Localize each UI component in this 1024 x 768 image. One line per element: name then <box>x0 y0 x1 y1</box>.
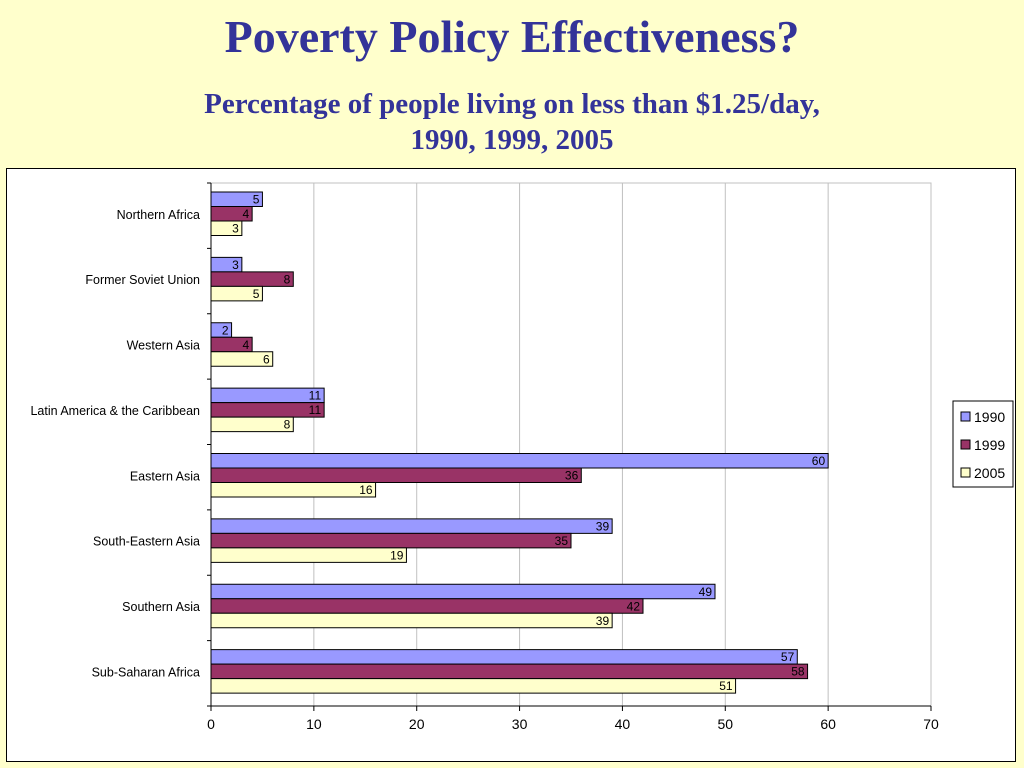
bar-southern-asia-2005 <box>210 612 613 629</box>
data-label-eastern-asia-1990: 60 <box>812 454 826 468</box>
legend-label-2005: 2005 <box>974 465 1005 481</box>
bar-southern-asia-1990 <box>210 583 716 600</box>
subtitle-line-1: Percentage of people living on less than… <box>204 88 820 120</box>
data-label-southern-asia-2005: 39 <box>596 614 610 628</box>
legend-label-1990: 1990 <box>974 409 1005 425</box>
bar-eastern-asia-2005 <box>210 482 377 498</box>
bar-southern-asia-1999 <box>210 598 644 614</box>
data-label-former-soviet-union-1999: 8 <box>284 272 291 286</box>
legend-swatch-2005 <box>960 467 971 478</box>
bar-sub-saharan-africa-2005 <box>210 678 737 694</box>
subtitle-line-2: 1990, 1999, 2005 <box>410 124 614 156</box>
bar-former-soviet-union-1999 <box>210 271 294 287</box>
data-label-northern-africa-1990: 5 <box>253 193 260 207</box>
x-tick-label-0: 0 <box>207 716 215 732</box>
bar-latin-america-the-caribbean-1990 <box>210 387 325 404</box>
bar-northern-africa-2005 <box>210 220 243 236</box>
data-label-western-asia-2005: 6 <box>263 352 270 366</box>
category-label-southern-asia: Southern Asia <box>122 600 200 614</box>
bar-former-soviet-union-2005 <box>210 285 263 302</box>
data-label-latin-america-the-caribbean-1999: 11 <box>309 403 322 417</box>
data-label-former-soviet-union-2005: 5 <box>253 287 260 301</box>
bar-latin-america-the-caribbean-1999 <box>210 402 325 418</box>
data-label-northern-africa-2005: 3 <box>232 222 239 236</box>
data-label-western-asia-1990: 2 <box>222 323 229 337</box>
bar-eastern-asia-1990 <box>210 453 829 469</box>
category-label-sub-saharan-africa: Sub-Saharan Africa <box>92 665 200 679</box>
bar-latin-america-the-caribbean-2005 <box>210 416 294 433</box>
x-tick-label-60: 60 <box>820 716 836 732</box>
data-label-western-asia-1999: 4 <box>242 338 249 352</box>
x-tick-label-30: 30 <box>512 716 528 732</box>
data-label-eastern-asia-2005: 16 <box>359 483 373 497</box>
data-label-former-soviet-union-1990: 3 <box>232 258 239 272</box>
data-label-south-eastern-asia-1999: 35 <box>555 534 569 548</box>
bar-south-eastern-asia-1990 <box>210 518 613 534</box>
category-label-latin-america-the-caribbean: Latin America & the Caribbean <box>30 404 200 418</box>
x-tick-label-40: 40 <box>615 716 631 732</box>
bar-sub-saharan-africa-1990 <box>210 649 798 665</box>
data-label-eastern-asia-1999: 36 <box>565 469 579 483</box>
x-tick-label-20: 20 <box>409 716 425 732</box>
legend-swatch-1999 <box>960 439 971 450</box>
category-label-western-asia: Western Asia <box>127 339 200 353</box>
data-label-south-eastern-asia-2005: 19 <box>390 548 404 562</box>
data-label-south-eastern-asia-1990: 39 <box>596 519 610 533</box>
legend-label-1999: 1999 <box>974 437 1005 453</box>
category-label-eastern-asia: Eastern Asia <box>130 469 200 483</box>
bar-sub-saharan-africa-1999 <box>210 663 809 680</box>
category-label-south-eastern-asia: South-Eastern Asia <box>93 535 200 549</box>
data-label-latin-america-the-caribbean-2005: 8 <box>284 418 291 432</box>
bar-south-eastern-asia-2005 <box>210 547 407 563</box>
x-tick-label-70: 70 <box>923 716 939 732</box>
category-label-northern-africa: Northern Africa <box>117 208 200 222</box>
category-label-former-soviet-union: Former Soviet Union <box>85 273 200 287</box>
legend-swatch-1990 <box>960 411 971 422</box>
bar-south-eastern-asia-1999 <box>210 532 572 549</box>
data-label-latin-america-the-caribbean-1990: 11 <box>309 389 322 403</box>
data-label-northern-africa-1999: 4 <box>242 207 249 221</box>
data-label-southern-asia-1999: 42 <box>627 599 641 613</box>
data-label-southern-asia-1990: 49 <box>699 585 713 599</box>
data-label-sub-saharan-africa-2005: 51 <box>719 679 733 693</box>
data-label-sub-saharan-africa-1999: 58 <box>791 665 805 679</box>
data-label-sub-saharan-africa-1990: 57 <box>781 650 795 664</box>
slide-title: Poverty Policy Effectiveness? <box>224 11 800 62</box>
x-tick-label-10: 10 <box>306 716 322 732</box>
slide-subtitle: Percentage of people living on less than… <box>0 86 1024 158</box>
x-tick-label-50: 50 <box>717 716 733 732</box>
bar-western-asia-2005 <box>210 351 274 367</box>
bar-eastern-asia-1999 <box>210 467 582 483</box>
chart-frame: 0 10 20 30 40 50 60 70 Northern Africa 5 4 3 Former … <box>6 168 1016 762</box>
